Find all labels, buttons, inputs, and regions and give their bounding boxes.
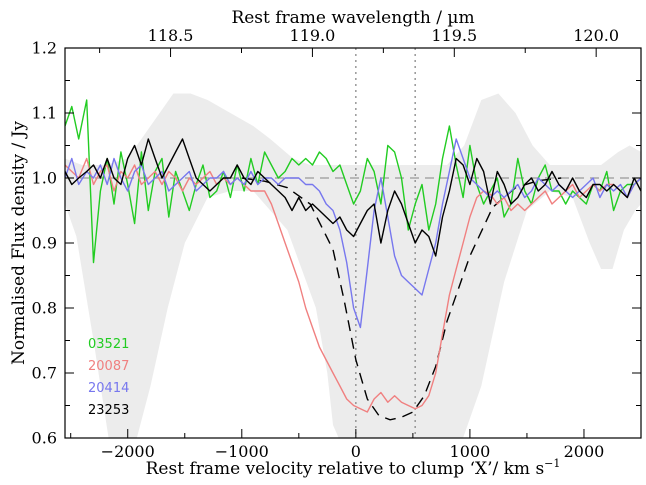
y-tick-label-5: 1.1 (32, 104, 57, 123)
legend-entry-20087: 20087 (88, 359, 129, 374)
legend-entry-20414: 20414 (88, 381, 129, 396)
y-tick-label-4: 1.0 (32, 169, 57, 188)
model-line (241, 177, 562, 421)
legend-entry-23253: 23253 (88, 403, 129, 418)
y-tick-label-1: 0.7 (32, 364, 57, 383)
x-tick-label-4: 2000 (564, 442, 605, 461)
top-axis-title: Rest frame wavelength / µm (231, 8, 474, 28)
top-tick-label-2: 119.5 (431, 26, 477, 45)
x-tick-label-1: −1000 (215, 442, 269, 461)
x-axis-title: Rest frame velocity relative to clump ‘X… (146, 457, 561, 479)
top-tick-label-0: 118.5 (148, 26, 194, 45)
top-tick-label-3: 120.0 (573, 26, 619, 45)
x-tick-label-2: 0 (351, 442, 361, 461)
top-tick-label-1: 119.0 (290, 26, 336, 45)
series-line-23253 (65, 138, 641, 257)
x-axis-title-sup: −1 (544, 457, 560, 470)
legend-entry-03521: 03521 (88, 337, 129, 352)
y-tick-label-6: 1.2 (32, 39, 57, 58)
y-tick-label-3: 0.9 (32, 234, 57, 253)
x-axis-title-main: Rest frame velocity relative to clump ‘X… (146, 459, 545, 479)
y-tick-label-0: 0.6 (32, 429, 57, 448)
y-tick-label-2: 0.8 (32, 299, 57, 318)
x-tick-label-3: 1000 (450, 442, 491, 461)
series-line-20087 (65, 157, 641, 413)
x-tick-label-0: −2000 (101, 442, 155, 461)
y-axis-title: Normalised Flux density / Jy (9, 121, 29, 365)
series-line-03521 (65, 99, 641, 264)
